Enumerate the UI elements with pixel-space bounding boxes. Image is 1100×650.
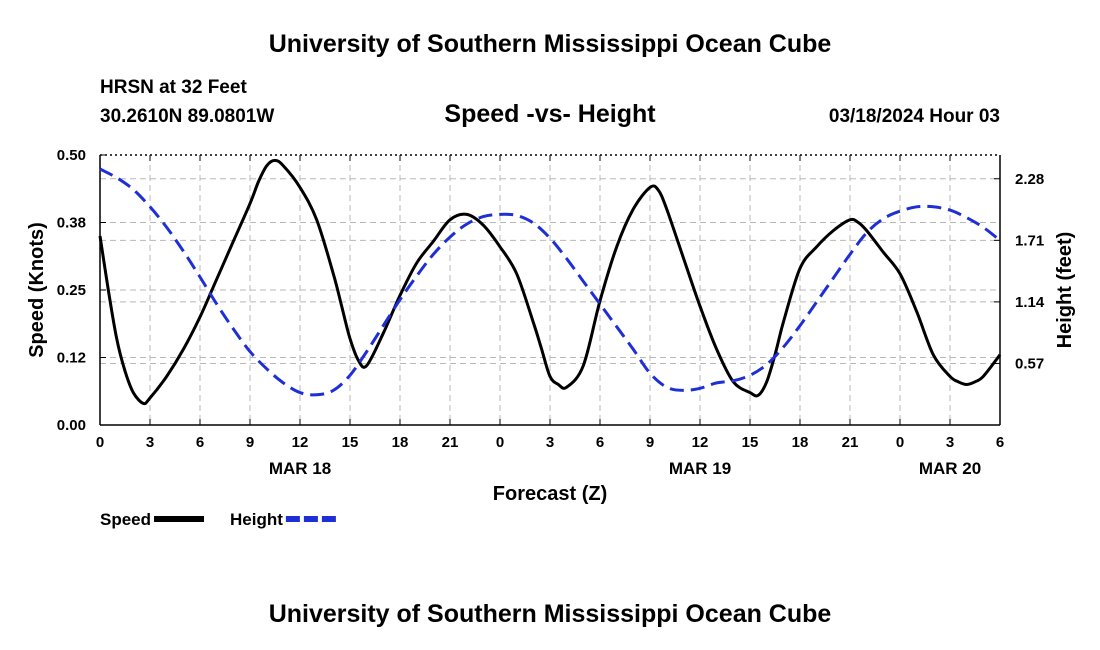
- y2-tick-label: 1.14: [1015, 294, 1045, 311]
- y-tick-label: 0.25: [57, 282, 86, 299]
- station-label: HRSN at 32 Feet: [100, 77, 247, 98]
- legend-label-height: Height: [230, 510, 283, 529]
- y-axis-title: Speed (Knots): [26, 222, 48, 358]
- x-tick-label: 9: [646, 434, 654, 451]
- series-line-speed: [98, 158, 1002, 406]
- footer-title: University of Southern Mississippi Ocean…: [268, 600, 832, 628]
- x-tick-label: 0: [496, 434, 504, 451]
- forecast-datetime: 03/18/2024 Hour 03: [828, 106, 1000, 127]
- axis-layer: [99, 154, 1001, 426]
- coordinates-label: 30.2610N 89.0801W: [100, 106, 275, 127]
- x-tick-label: 3: [146, 434, 154, 451]
- x-tick-label: 15: [342, 434, 359, 451]
- y-tick-label: 0.00: [57, 417, 86, 434]
- x-axis-title: Forecast (Z): [493, 483, 607, 505]
- series-layer: [98, 158, 1002, 406]
- x-tick-label: 6: [196, 434, 204, 451]
- x-tick-label: 0: [96, 434, 104, 451]
- x-tick-label: 12: [692, 434, 709, 451]
- x-tick-label: 3: [946, 434, 954, 451]
- date-label: MAR 18: [269, 459, 331, 478]
- main-title: University of Southern Mississippi Ocean…: [268, 30, 832, 58]
- x-tick-label: 6: [596, 434, 604, 451]
- grid-layer: [100, 155, 1000, 425]
- x-tick-label: 12: [292, 434, 309, 451]
- x-tick-label: 18: [392, 434, 409, 451]
- x-tick-label: 15: [742, 434, 759, 451]
- series-line-height: [99, 167, 1001, 397]
- y-tick-label: 0.50: [57, 147, 86, 164]
- y-tick-label: 0.38: [57, 215, 86, 232]
- x-tick-label: 3: [546, 434, 554, 451]
- label-layer: Forecast (Z) Speed (Knots) Height (feet)…: [26, 147, 1076, 505]
- y2-tick-label: 0.57: [1015, 355, 1044, 372]
- y2-tick-label: 1.71: [1015, 232, 1044, 249]
- legend: Speed Height: [100, 510, 336, 529]
- x-tick-label: 21: [442, 434, 459, 451]
- date-label: MAR 19: [669, 459, 731, 478]
- chart-subtitle: Speed -vs- Height: [444, 100, 656, 128]
- y2-tick-label: 2.28: [1015, 171, 1044, 188]
- x-tick-label: 6: [996, 434, 1004, 451]
- x-tick-label: 21: [842, 434, 859, 451]
- legend-label-speed: Speed: [100, 510, 151, 529]
- x-tick-label: 18: [792, 434, 809, 451]
- x-tick-label: 9: [246, 434, 254, 451]
- y2-axis-title: Height (feet): [1054, 232, 1076, 349]
- date-label: MAR 20: [919, 459, 981, 478]
- y-tick-label: 0.12: [57, 350, 86, 367]
- x-tick-label: 0: [896, 434, 904, 451]
